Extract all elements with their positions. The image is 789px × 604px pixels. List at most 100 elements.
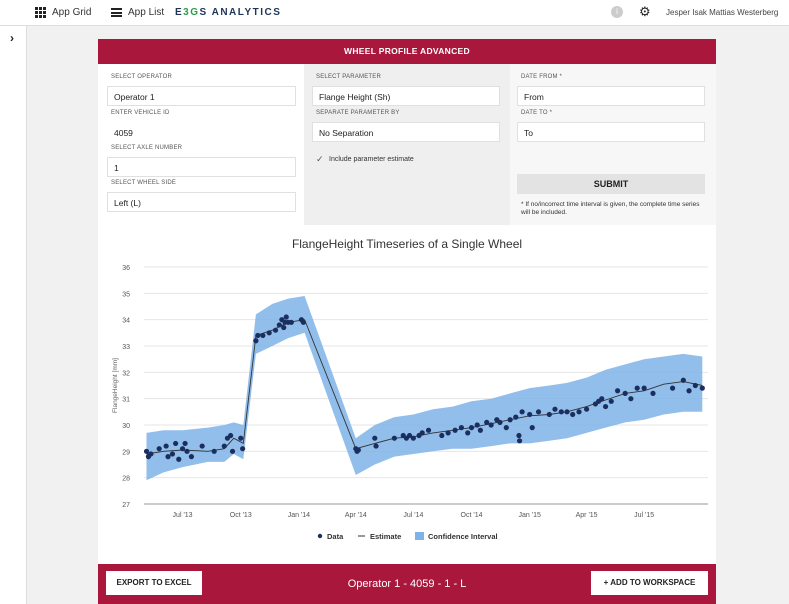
data-point (622, 390, 628, 396)
data-point (276, 322, 282, 328)
data-point (272, 327, 279, 333)
wheel-side-label: SELECT WHEEL SIDE (111, 180, 177, 186)
data-point (614, 388, 621, 394)
vehicle-label: ENTER VEHICLE ID (111, 110, 170, 116)
panel-title: WHEEL PROFILE ADVANCED (98, 39, 716, 64)
gear-icon[interactable]: ⚙ (639, 4, 651, 19)
data-point (484, 419, 490, 425)
data-point (584, 406, 590, 412)
data-point (165, 454, 171, 460)
data-point (570, 411, 576, 418)
user-name[interactable]: Jesper Isak Mattias Westerberg (666, 8, 779, 17)
top-navigation-bar: App Grid App List E3GS ANALYTICS i ⚙ Jes… (0, 0, 789, 26)
export-excel-button[interactable]: EXPORT TO EXCEL (106, 571, 202, 595)
date-from-input[interactable]: From (517, 86, 705, 106)
data-point (253, 338, 259, 344)
vehicle-id-input[interactable]: 4059 (107, 122, 296, 142)
time-interval-note: * If no/incorrect time interval is given… (521, 201, 700, 216)
e3gs-analytics-logo: E3GS ANALYTICS (175, 7, 282, 18)
app-grid-label: App Grid (52, 7, 92, 18)
date-to-label: DATE TO * (521, 110, 553, 116)
y-tick-label: 30 (122, 423, 130, 430)
data-point (516, 438, 523, 444)
data-point (452, 427, 458, 433)
data-point (680, 377, 686, 383)
data-point (608, 398, 614, 404)
x-tick-label: Jul '15 (634, 512, 654, 519)
data-point (410, 435, 416, 441)
data-point (529, 425, 535, 431)
data-point (199, 443, 205, 449)
y-tick-label: 32 (122, 370, 130, 377)
operator-select[interactable]: Operator 1 (107, 86, 296, 106)
data-point (669, 385, 676, 391)
data-point (686, 388, 692, 394)
data-point (650, 390, 656, 396)
panel-footer: EXPORT TO EXCEL Operator 1 - 4059 - 1 - … (98, 564, 716, 604)
x-tick-label: Oct '14 (461, 512, 483, 519)
data-point (255, 332, 261, 339)
include-estimate-checkbox[interactable]: ✓ Include parameter estimate (316, 155, 414, 164)
date-column: DATE FROM * From DATE TO * To (510, 64, 716, 225)
wheel-side-select[interactable]: Left (L) (107, 192, 296, 212)
y-tick-label: 36 (122, 265, 130, 272)
app-grid-link[interactable]: App Grid (35, 0, 91, 25)
data-point (488, 422, 494, 428)
data-point (406, 432, 413, 439)
add-to-workspace-button[interactable]: + ADD TO WORKSPACE (591, 571, 708, 595)
parameter-label: SELECT PARAMETER (316, 74, 381, 80)
y-axis-label: FlangeHeight [mm] (112, 358, 119, 413)
app-list-link[interactable]: App List (111, 0, 164, 25)
data-point (552, 406, 558, 412)
chart-title: FlangeHeight Timeseries of a Single Whee… (291, 237, 523, 251)
data-point (283, 314, 289, 320)
legend-confidence-label: Confidence Interval (428, 532, 498, 541)
data-point (468, 425, 475, 431)
flange-height-chart: 27 28 29 30 31 32 33 34 35 36 Jul '13 Oct '13 Jan '1… (112, 265, 708, 541)
axle-number-input[interactable]: 1 (107, 157, 296, 177)
x-tick-label: Oct '13 (230, 512, 252, 519)
separate-label: SEPARATE PARAMETER BY (316, 110, 400, 116)
data-point (163, 443, 169, 449)
data-point (300, 319, 306, 325)
y-tick-label: 27 (122, 502, 130, 509)
legend-data-marker (317, 533, 323, 539)
date-to-input[interactable]: To (517, 122, 705, 142)
data-point (425, 427, 432, 433)
data-point (260, 332, 266, 339)
data-point (439, 432, 445, 439)
separate-select[interactable]: No Separation (312, 122, 500, 142)
data-point (176, 456, 182, 462)
data-point (143, 448, 150, 454)
data-point (445, 430, 451, 436)
chevron-right-icon[interactable]: › (10, 31, 14, 45)
filter-form: SELECT OPERATOR Operator 1 ENTER VEHICLE… (98, 64, 716, 225)
data-point (692, 382, 698, 389)
x-tick-label: Apr '15 (576, 512, 598, 519)
parameter-column: SELECT PARAMETER Flange Height (Sh) SEPA… (304, 64, 510, 225)
data-point (527, 411, 533, 418)
parameter-select[interactable]: Flange Height (Sh) (312, 86, 500, 106)
legend-estimate-label: Estimate (370, 532, 401, 541)
data-point (507, 417, 513, 423)
data-point (148, 451, 154, 457)
data-point (419, 430, 425, 436)
x-tick-label: Jan '15 (519, 512, 541, 519)
data-point (391, 435, 397, 441)
data-point (173, 440, 179, 447)
info-icon[interactable]: i (611, 6, 623, 18)
data-point (519, 409, 525, 415)
data-point (628, 396, 634, 402)
data-point (564, 409, 570, 415)
data-point (546, 411, 552, 418)
data-point (599, 396, 605, 402)
data-point (211, 448, 217, 454)
submit-button[interactable]: SUBMIT (517, 174, 705, 194)
data-point (634, 385, 640, 391)
x-tick-label: Jan '14 (288, 512, 310, 519)
data-point (458, 425, 465, 431)
confidence-band (146, 296, 703, 481)
x-tick-label: Apr '14 (345, 512, 367, 519)
data-point (474, 422, 480, 428)
data-point (169, 451, 176, 457)
